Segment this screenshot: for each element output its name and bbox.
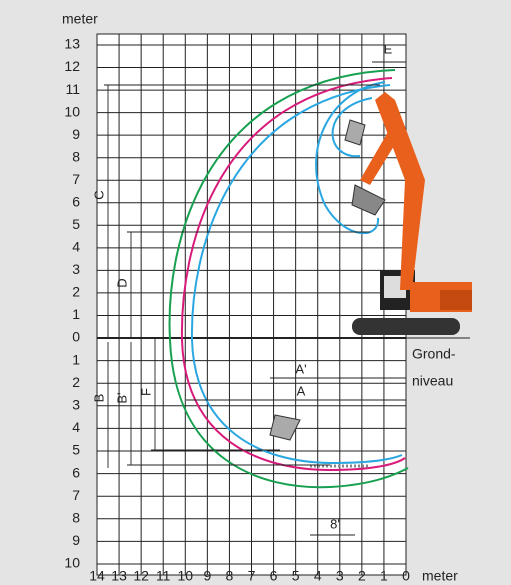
working-range-diagram: meter meter Grond- niveau C D B B' F A' … <box>0 0 511 585</box>
x-tick-label: 9 <box>203 568 211 584</box>
x-tick-label: 5 <box>292 568 300 584</box>
y-tick-label: 11 <box>65 81 80 97</box>
dim-label: 8' <box>330 516 340 531</box>
y-tick-label: 2 <box>72 374 80 390</box>
y-tick-label: 10 <box>64 103 80 119</box>
dim-label: A' <box>295 361 306 376</box>
y-tick-label: 8 <box>72 148 80 164</box>
y-tick-label: 5 <box>72 442 80 458</box>
y-tick-label: 0 <box>72 329 80 345</box>
y-tick-label: 4 <box>72 239 80 255</box>
dim-label: E <box>384 41 393 56</box>
x-tick-label: 7 <box>248 568 256 584</box>
y-tick-label: 13 <box>64 36 80 52</box>
x-tick-label: 10 <box>177 568 193 584</box>
y-tick-label: 6 <box>72 464 80 480</box>
x-tick-label: 12 <box>133 568 149 584</box>
dim-label: B <box>91 394 106 403</box>
x-tick-label: 14 <box>89 568 105 584</box>
y-tick-label: 5 <box>72 216 80 232</box>
ground-label: Grond- <box>412 346 456 362</box>
y-tick-label: 3 <box>72 397 80 413</box>
y-tick-label: 7 <box>72 171 80 187</box>
ground-label: niveau <box>412 373 453 389</box>
dim-label: F <box>138 388 153 396</box>
dim-label: B' <box>114 392 129 403</box>
x-tick-label: 3 <box>336 568 344 584</box>
dim-label: D <box>114 278 129 287</box>
y-tick-label: 6 <box>72 193 80 209</box>
y-tick-label: 8 <box>72 510 80 526</box>
x-unit: meter <box>422 568 458 584</box>
x-tick-label: 0 <box>402 568 410 584</box>
y-tick-label: 7 <box>72 487 80 503</box>
dim-label: C <box>91 190 106 199</box>
x-tick-label: 2 <box>358 568 366 584</box>
x-tick-label: 6 <box>270 568 278 584</box>
x-tick-label: 11 <box>156 568 171 584</box>
dim-label: A <box>297 383 306 398</box>
y-tick-label: 1 <box>72 351 80 367</box>
y-tick-label: 12 <box>64 58 80 74</box>
x-tick-label: 1 <box>380 568 388 584</box>
x-tick-label: 4 <box>314 568 322 584</box>
x-tick-label: 13 <box>111 568 127 584</box>
y-tick-label: 3 <box>72 261 80 277</box>
y-tick-label: 4 <box>72 419 80 435</box>
y-tick-label: 1 <box>72 306 80 322</box>
y-unit: meter <box>62 11 98 27</box>
y-tick-label: 2 <box>72 284 80 300</box>
y-tick-label: 10 <box>64 555 80 571</box>
y-tick-label: 9 <box>72 532 80 548</box>
x-tick-label: 8 <box>226 568 234 584</box>
y-tick-label: 9 <box>72 126 80 142</box>
